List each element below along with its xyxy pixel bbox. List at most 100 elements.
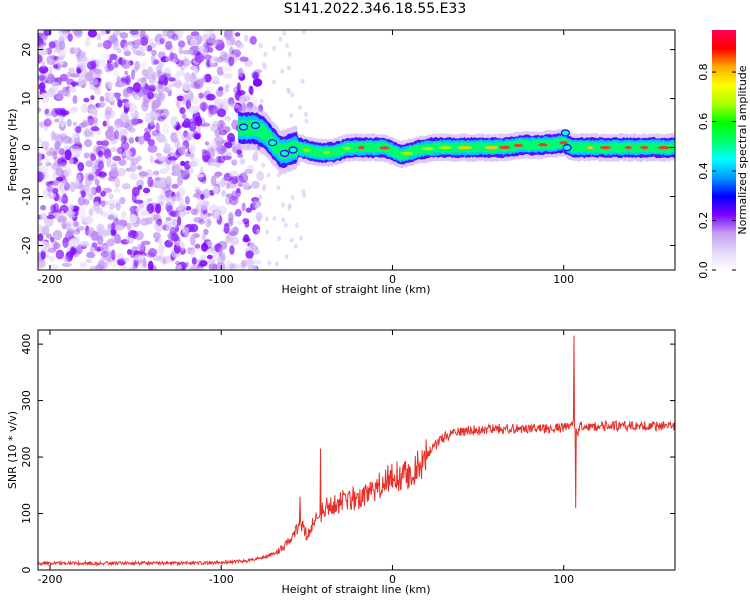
heatmap-speckle (301, 189, 306, 194)
heatmap-speckle (109, 258, 118, 268)
heatmap-speckle (113, 188, 121, 193)
heatmap-speckle (299, 235, 303, 241)
heatmap-speckle (276, 185, 281, 191)
heatmap-speckle (218, 246, 223, 257)
trace-hotspot (657, 146, 671, 150)
heatmap-speckle (75, 126, 82, 134)
heatmap-speckle (182, 140, 190, 150)
trace-hotspot (302, 148, 311, 152)
heatmap-speckle (252, 259, 262, 265)
heatmap-speckle (159, 252, 164, 264)
heatmap-speckle (89, 106, 98, 117)
heatmap-speckle (101, 140, 109, 147)
heatmap-speckle (205, 241, 214, 248)
heatmap-speckle (128, 127, 136, 133)
heatmap-speckle (143, 131, 151, 142)
heatmap-speckle (202, 209, 208, 214)
y-tick-label: 0 (20, 567, 33, 574)
heatmap-speckle (216, 144, 221, 155)
heatmap-speckle (100, 30, 106, 36)
heatmap-speckle (76, 66, 83, 74)
heatmap-speckle (81, 122, 90, 128)
heatmap-speckle (229, 245, 235, 255)
heatmap-speckle (193, 133, 201, 140)
heatmap-speckle (52, 229, 63, 241)
heatmap-speckle (241, 259, 247, 268)
heatmap-speckle (238, 95, 247, 105)
heatmap-speckle (130, 206, 135, 217)
heatmap-speckle (109, 147, 118, 153)
heatmap-speckle (142, 257, 147, 268)
heatmap-speckle (108, 53, 118, 61)
spectrogram-ylabel: Frequency (Hz) (6, 109, 19, 192)
heatmap-speckle (53, 93, 64, 101)
heatmap-speckle (140, 36, 149, 47)
heatmap-speckle (90, 95, 95, 101)
heatmap-speckle (232, 226, 239, 236)
heatmap-speckle (261, 162, 266, 168)
heatmap-speckle (149, 42, 157, 49)
heatmap-speckle (204, 73, 212, 83)
heatmap-speckle (230, 35, 236, 46)
trace-blob (238, 123, 249, 131)
heatmap-speckle (152, 71, 157, 81)
heatmap-speckle (280, 68, 285, 74)
trace-hotspot (600, 146, 611, 150)
heatmap-speckle (117, 99, 123, 108)
heatmap-speckle (174, 79, 182, 89)
heatmap-speckle (181, 94, 191, 103)
heatmap-speckle (153, 214, 159, 222)
y-tick-label: 20 (20, 43, 33, 57)
heatmap-speckle (188, 161, 196, 167)
snr-xlabel: Height of straight line (km) (281, 583, 430, 596)
heatmap-speckle (213, 209, 220, 221)
heatmap-speckle (63, 167, 72, 178)
heatmap-speckle (40, 92, 50, 103)
heatmap-speckle (61, 220, 67, 230)
heatmap-speckle (207, 259, 216, 265)
heatmap-speckle (112, 155, 122, 161)
heatmap-speckle (286, 88, 291, 94)
heatmap-speckle (189, 249, 196, 259)
heatmap-speckle (84, 179, 92, 187)
heatmap-speckle (234, 208, 242, 217)
heatmap-speckle (95, 168, 102, 177)
heatmap-speckle (221, 64, 227, 74)
trace-hotspot (457, 146, 473, 150)
heatmap-speckle (124, 87, 131, 98)
heatmap-speckle (129, 30, 139, 35)
heatmap-speckle (43, 118, 52, 127)
heatmap-speckle (175, 30, 184, 39)
heatmap-speckle (118, 57, 127, 66)
heatmap-speckle (40, 204, 47, 211)
heatmap-speckle (164, 86, 169, 93)
heatmap-speckle (102, 40, 112, 50)
heatmap-speckle (85, 258, 92, 264)
heatmap-speckle (156, 248, 165, 254)
heatmap-speckle (259, 98, 264, 104)
heatmap-speckle (256, 217, 261, 223)
heatmap-speckle (189, 151, 195, 160)
heatmap-speckle (193, 217, 204, 223)
heatmap-speckle (44, 155, 50, 164)
heatmap-speckle (134, 230, 144, 241)
heatmap-speckle (112, 41, 120, 51)
heatmap-speckle (201, 34, 210, 42)
heatmap-speckle (205, 44, 210, 53)
heatmap-speckle (242, 96, 252, 102)
heatmap-speckle (274, 261, 279, 267)
heatmap-speckle (189, 223, 199, 233)
heatmap-speckle (38, 161, 43, 167)
heatmap-speckle (94, 87, 101, 96)
y-tick-label: 0 (20, 144, 33, 151)
heatmap-speckle (244, 221, 250, 228)
heatmap-speckle (77, 196, 86, 206)
heatmap-speckle (111, 222, 116, 233)
heatmap-speckle (97, 160, 104, 171)
heatmap-speckle (149, 112, 160, 120)
heatmap-speckle (101, 230, 112, 237)
heatmap-speckle (229, 263, 236, 270)
heatmap-speckle (225, 196, 232, 205)
heatmap-speckle (165, 176, 172, 187)
heatmap-speckle (65, 210, 75, 217)
